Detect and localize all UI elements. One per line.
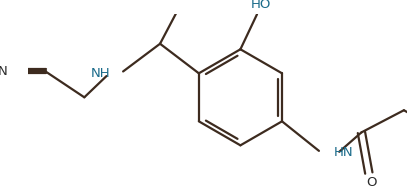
Text: HN: HN — [333, 146, 353, 159]
Text: N: N — [0, 65, 8, 78]
Text: O: O — [365, 176, 376, 189]
Text: NH: NH — [90, 67, 110, 80]
Text: HO: HO — [250, 0, 270, 11]
